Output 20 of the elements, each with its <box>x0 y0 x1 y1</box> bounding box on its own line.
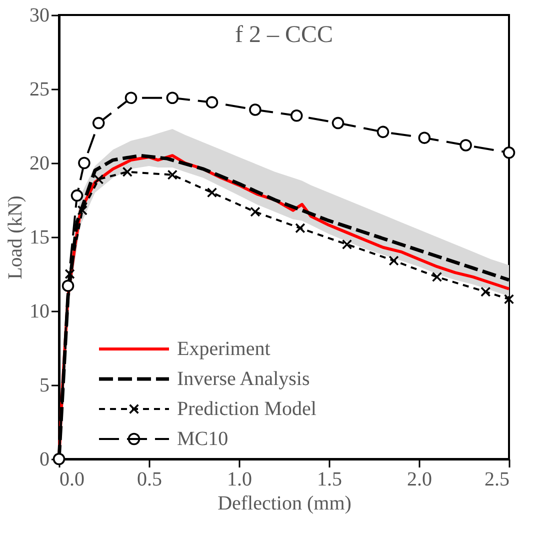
x-tick-label: 1.5 <box>317 468 342 490</box>
legend-label: Prediction Model <box>177 398 317 420</box>
legend-label: MC10 <box>177 428 228 450</box>
legend-label: Experiment <box>177 338 271 360</box>
y-tick-label: 15 <box>30 226 50 248</box>
x-axis-title: Deflection (mm) <box>218 492 352 514</box>
y-tick-label: 30 <box>30 4 50 26</box>
y-tick-label: 5 <box>40 374 50 396</box>
x-tick-label: 0.0 <box>60 468 84 490</box>
x-tick-label: 2.0 <box>407 468 432 490</box>
x-tick-label: 0.5 <box>137 468 162 490</box>
x-tick-label: 2.5 <box>484 468 510 490</box>
y-tick-label: 10 <box>30 300 50 322</box>
y-axis-title: Load (kN) <box>4 196 26 280</box>
y-tick-label: 0 <box>40 448 50 470</box>
x-tick-label: 1.0 <box>227 468 252 490</box>
y-tick-label: 25 <box>30 78 50 100</box>
legend-label: Inverse Analysis <box>177 368 310 390</box>
y-tick-label: 20 <box>30 152 50 174</box>
chart-title: f 2 – CCC <box>234 22 334 48</box>
